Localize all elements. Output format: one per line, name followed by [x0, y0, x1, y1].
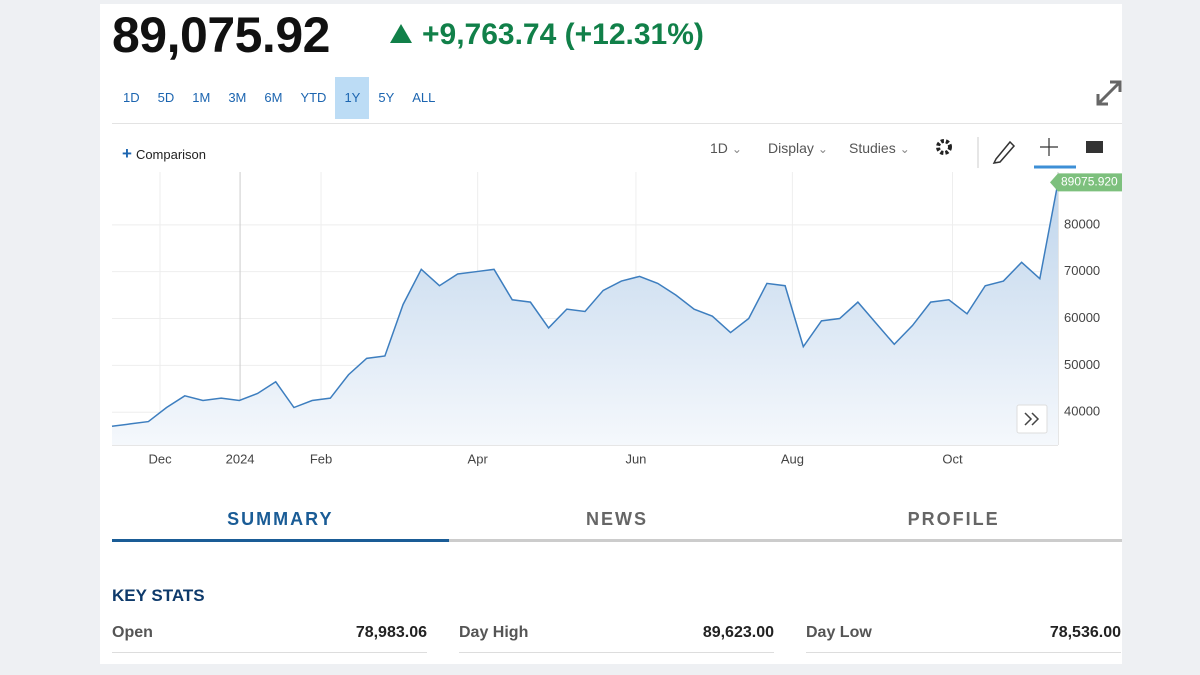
tab[interactable]: PROFILE: [907, 509, 1000, 529]
stat-value: 78,983.06: [355, 624, 427, 641]
interval-menu[interactable]: 1D: [710, 140, 742, 156]
stat-label: Open: [112, 624, 153, 641]
range-button[interactable]: YTD: [300, 90, 327, 105]
tab[interactable]: NEWS: [586, 509, 648, 529]
range-button[interactable]: 5D: [157, 90, 175, 105]
range-button[interactable]: 1D: [123, 90, 140, 105]
stat-row: Day Low 78,536.00: [806, 624, 1121, 653]
display-menu[interactable]: Display: [768, 140, 828, 156]
range-button[interactable]: 3M: [228, 90, 247, 105]
range-button[interactable]: 5Y: [378, 90, 395, 105]
expand-icon[interactable]: [1094, 78, 1124, 108]
stat-value: 89,623.00: [702, 624, 774, 641]
divider: [112, 123, 1122, 124]
comparison-button[interactable]: + Comparison: [122, 144, 207, 163]
key-stats-title: KEY STATS: [112, 586, 205, 605]
up-arrow: [390, 24, 412, 43]
stat-row: Day High 89,623.00: [459, 624, 774, 653]
stat-label: Day High: [459, 624, 529, 641]
stat-row: Open 78,983.06: [112, 624, 427, 653]
stat-value: 78,536.00: [1049, 624, 1121, 641]
tabs: SUMMARY NEWS PROFILE: [112, 509, 1122, 542]
price: 89,075.92: [112, 7, 330, 63]
range-button[interactable]: 1Y: [335, 77, 370, 119]
studies-menu[interactable]: Studies: [849, 140, 910, 156]
quote-panel: 89,075.92 +9,763.74 (+12.31%) 1D 5D 1M 3M 6M…: [100, 4, 1122, 664]
comparison-label: Comparison: [135, 147, 207, 162]
stat-label: Day Low: [806, 624, 872, 641]
chart-tools[interactable]: [930, 134, 1130, 170]
range-button[interactable]: 6M: [264, 90, 283, 105]
key-stats: Open 78,983.06 Day High 89,623.00 Day Low 78,…: [112, 624, 1121, 653]
range-button[interactable]: ALL: [412, 90, 436, 105]
tab[interactable]: SUMMARY: [112, 509, 449, 542]
range-buttons: 1D 5D 1M 3M 6M YTD 1Y 5Y ALL: [114, 77, 444, 119]
price-change: +9,763.74 (+12.31%): [422, 18, 704, 51]
range-button[interactable]: 1M: [192, 90, 211, 105]
